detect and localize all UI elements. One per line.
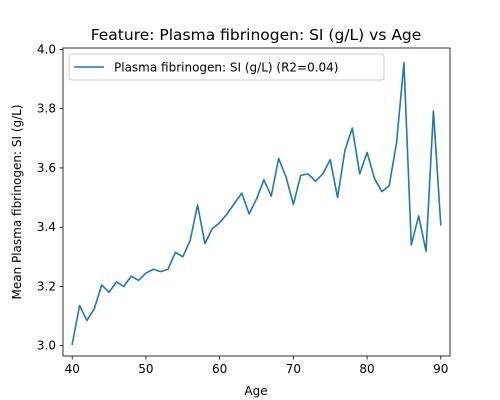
- legend-box: [68, 53, 385, 81]
- x-tick-label: 70: [286, 362, 301, 376]
- x-tick-label: 40: [65, 362, 80, 376]
- x-tick-label: 90: [433, 362, 448, 376]
- x-axis: 40 50 60 70 80 90: [65, 356, 448, 376]
- plot-frame: [62, 47, 451, 357]
- legend: Plasma fibrinogen: SI (g/L) (R2=0.04): [68, 53, 385, 81]
- plot-background: [63, 48, 450, 356]
- legend-label: Plasma fibrinogen: SI (g/L) (R2=0.04): [114, 61, 339, 75]
- x-tick-label: 50: [138, 362, 153, 376]
- y-axis: 3.0 3.2 3.4 3.6 3.8 4.0: [37, 42, 63, 353]
- chart-title: Feature: Plasma fibrinogen: SI (g/L) vs …: [91, 26, 422, 44]
- y-tick-label: 3.8: [37, 102, 56, 116]
- y-tick-label: 3.4: [37, 220, 56, 234]
- x-tick-label: 60: [212, 362, 227, 376]
- series-line: [71, 62, 442, 346]
- y-tick-label: 3.6: [37, 161, 56, 175]
- y-tick-label: 3.2: [37, 279, 56, 293]
- y-tick-label: 4.0: [37, 42, 56, 56]
- x-tick-label: 80: [359, 362, 374, 376]
- y-axis-label: Mean Plasma fibrinogen: SI (g/L): [10, 104, 24, 299]
- y-tick-label: 3.0: [37, 339, 56, 353]
- x-axis-label: Age: [244, 384, 267, 398]
- plot-area: [62, 47, 451, 357]
- series-layer: [71, 62, 442, 346]
